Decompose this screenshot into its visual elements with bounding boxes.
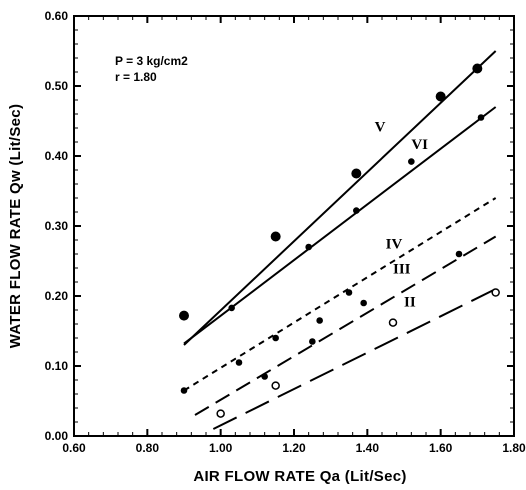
x-tick-label: 1.40 (356, 441, 380, 455)
series-line-II (212, 288, 497, 430)
data-point-VI (408, 158, 415, 165)
x-tick-label: 1.80 (502, 441, 526, 455)
annotation-pressure: P = 3 kg/cm2 (115, 54, 188, 68)
data-point-V (179, 310, 189, 321)
data-point-VI (353, 207, 360, 214)
y-tick-label: 0.00 (45, 429, 69, 443)
series-line-III (194, 235, 497, 416)
y-tick-label: 0.30 (45, 219, 69, 233)
x-tick-label: 1.00 (209, 441, 233, 455)
series-II: II (212, 288, 500, 430)
data-point-V (472, 63, 483, 74)
y-axis: 0.00 0.10 0.20 0.30 0.40 0.50 0.60 (45, 9, 514, 443)
y-tick-label: 0.40 (45, 149, 69, 163)
x-tick-label: 1.60 (429, 441, 453, 455)
series-line-V (183, 50, 497, 346)
series-label-IV: IV (386, 236, 403, 252)
series-VI: VI (183, 106, 497, 345)
series-III: III (194, 235, 497, 416)
data-point-VI (305, 243, 312, 251)
data-point-III (455, 250, 463, 258)
x-tick-label: 0.60 (62, 441, 86, 455)
data-point-II (491, 288, 500, 297)
data-point-II (271, 381, 280, 390)
y-tick-label: 0.10 (45, 359, 69, 373)
data-point-III (261, 373, 268, 380)
y-tick-label: 0.50 (45, 79, 69, 93)
x-axis: 0.60 0.80 1.00 1.20 1.40 1.60 1.80 (62, 16, 526, 455)
data-point-IV (180, 387, 188, 394)
series-label-III: III (393, 262, 411, 278)
series-line-IV (183, 197, 497, 392)
x-tick-label: 1.20 (282, 441, 306, 455)
series-label-V: V (375, 120, 386, 136)
data-point-IV (316, 317, 323, 324)
x-tick-label: 0.80 (136, 441, 160, 455)
data-point-II (388, 318, 398, 327)
series-V: V (179, 50, 497, 346)
data-point-IV (345, 289, 353, 296)
annotation-ratio: r = 1.80 (115, 70, 157, 84)
data-point-IV (235, 359, 243, 366)
data-point-II (216, 409, 225, 418)
series-label-VI: VI (411, 137, 428, 153)
y-tick-label: 0.60 (45, 9, 69, 23)
series-label-II: II (404, 295, 416, 311)
data-point-VI (477, 114, 485, 121)
data-point-III (360, 299, 367, 307)
data-point-VI (228, 304, 235, 312)
data-point-V (351, 168, 362, 179)
series-IV: IV (180, 197, 497, 394)
y-axis-title: WATER FLOW RATE Qw (Lit/Sec) (7, 104, 24, 349)
series-line-VI (183, 106, 497, 345)
y-tick-label: 0.20 (45, 289, 69, 303)
data-point-III (309, 338, 316, 345)
data-point-V (435, 91, 446, 102)
x-axis-title: AIR FLOW RATE Qa (Lit/Sec) (193, 468, 406, 485)
data-point-V (270, 231, 281, 242)
data-point-IV (272, 334, 279, 342)
